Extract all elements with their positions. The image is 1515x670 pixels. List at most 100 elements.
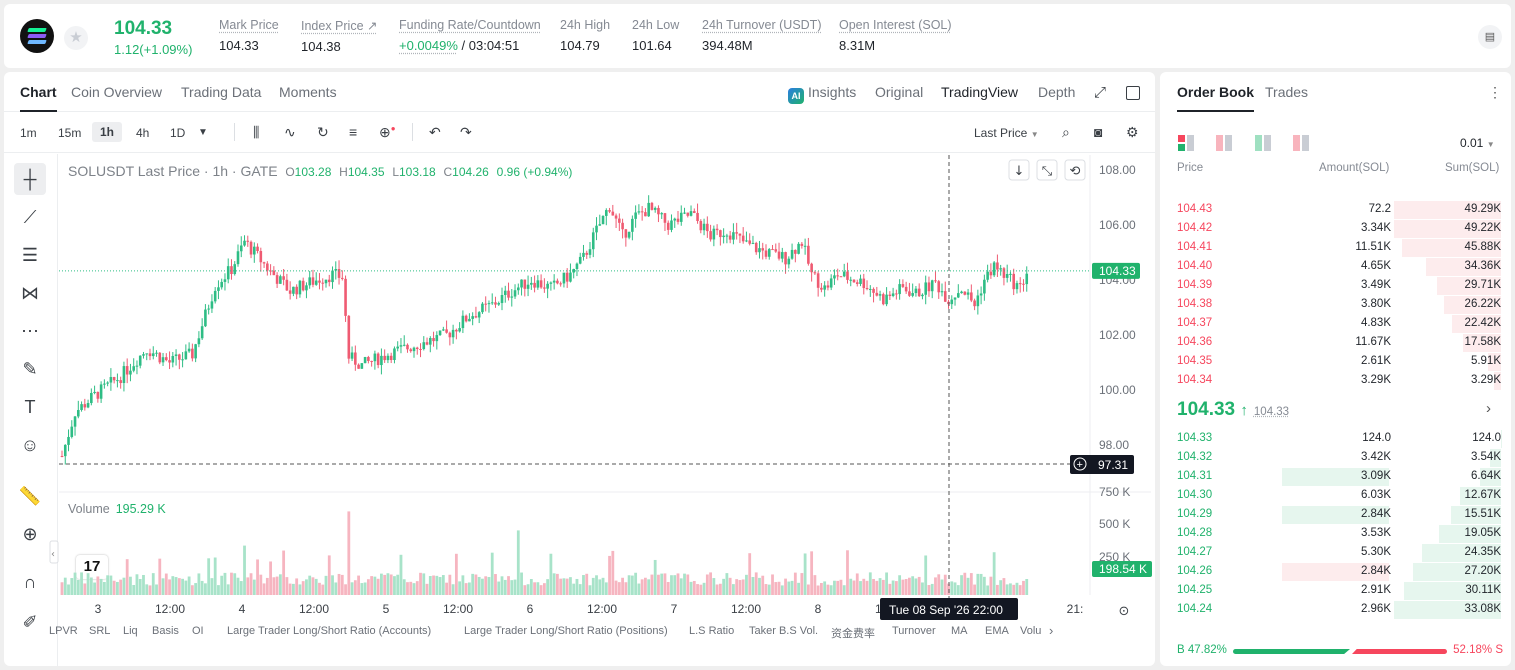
magnet-icon[interactable]: ∩ <box>23 572 37 592</box>
indicator-icon[interactable]: ∿ <box>284 124 296 140</box>
indicator-5[interactable]: Large Trader Long/Short Ratio (Accounts) <box>227 625 432 637</box>
tick-size-select[interactable]: 0.01 ▼ <box>1460 136 1495 150</box>
scroll-down-icon[interactable]: ↓ <box>1014 164 1025 179</box>
undo-icon[interactable]: ↶ <box>429 124 441 140</box>
volume-bar <box>243 545 246 595</box>
ask-row[interactable]: 104.43 72.2 49.29K <box>1160 200 1511 219</box>
depth-view-icon[interactable] <box>1293 135 1310 151</box>
zoom-in-icon[interactable]: ⊕ <box>22 524 38 544</box>
pencil-lock-icon[interactable]: ✐ <box>22 612 38 632</box>
ask-row[interactable]: 104.41 11.51K 45.88K <box>1160 238 1511 257</box>
indicator-0[interactable]: LPVR <box>49 625 78 637</box>
bid-row[interactable]: 104.26 2.84K 27.20K <box>1160 562 1511 581</box>
indicator-9[interactable]: 资金费率 <box>831 628 875 640</box>
bid-row[interactable]: 104.29 2.84K 15.51K <box>1160 505 1511 524</box>
indicator-1[interactable]: SRL <box>89 625 111 637</box>
collapse-toolbar-button[interactable] <box>49 540 59 564</box>
ask-row[interactable]: 104.39 3.49K 29.71K <box>1160 276 1511 295</box>
trendline-icon[interactable]: ⟋ <box>23 207 37 227</box>
indicator-3[interactable]: Basis <box>152 625 179 637</box>
gear-icon[interactable]: ⚙ <box>1126 124 1139 140</box>
volume-bar <box>135 574 139 595</box>
tf-1m[interactable]: 1m <box>20 126 37 140</box>
redo-icon[interactable]: ↷ <box>460 124 472 140</box>
tf-1d[interactable]: 1D <box>170 126 186 140</box>
emoji-icon[interactable]: ☺ <box>20 435 40 455</box>
indicator-11[interactable]: MA <box>951 625 968 637</box>
tab-coin-overview[interactable]: Coin Overview <box>71 84 163 100</box>
indicator-10[interactable]: Turnover <box>892 625 936 637</box>
price-source-select[interactable]: Last Price ▼ <box>974 126 1039 140</box>
ruler-icon[interactable]: 📏 <box>18 486 42 506</box>
indicator-12[interactable]: EMA <box>985 625 1009 637</box>
fib-icon[interactable]: ⋯ <box>21 321 39 341</box>
insights-button[interactable]: AI Insights <box>788 84 856 104</box>
refresh-icon[interactable]: ↻ <box>317 124 329 140</box>
reset-icon-button[interactable] <box>1064 159 1086 181</box>
collapse-icon-button[interactable] <box>1036 159 1058 181</box>
tab-trading-data[interactable]: Trading Data <box>181 84 262 100</box>
horizontal-lines-icon[interactable]: ☰ <box>21 245 39 265</box>
crosshair-icon[interactable]: ┼ <box>14 163 46 195</box>
ask-row[interactable]: 104.42 3.34K 49.22K <box>1160 219 1511 238</box>
favorite-star-icon[interactable]: ★ <box>64 26 88 50</box>
more-icon[interactable]: ⋮ <box>1488 84 1502 100</box>
text-icon[interactable]: T <box>24 397 36 417</box>
plus-circle-icon[interactable] <box>1073 457 1087 471</box>
bid-row[interactable]: 104.27 5.30K 24.35K <box>1160 543 1511 562</box>
collapse-icon[interactable]: ⤡ <box>1042 164 1053 179</box>
bid-row[interactable]: 104.28 3.53K 19.05K <box>1160 524 1511 543</box>
tab-order-book[interactable]: Order Book <box>1177 84 1255 112</box>
settings-icon[interactable]: ⊙ <box>1119 604 1130 619</box>
ask-row[interactable]: 104.34 3.29K 3.29K <box>1160 371 1511 390</box>
view-original[interactable]: Original <box>875 84 924 100</box>
view-tradingview[interactable]: TradingView <box>941 84 1019 100</box>
pattern-icon[interactable]: ⋈ <box>21 283 39 303</box>
ask-row[interactable]: 104.37 4.83K 22.42K <box>1160 314 1511 333</box>
tab-moments[interactable]: Moments <box>279 84 337 100</box>
indicator-7[interactable]: L.S Ratio <box>689 625 735 637</box>
ask-row[interactable]: 104.35 2.61K 5.91K <box>1160 352 1511 371</box>
chevron-right-icon[interactable]: › <box>1486 400 1491 417</box>
bid-row[interactable]: 104.30 6.03K 12.67K <box>1160 486 1511 505</box>
indicator-2[interactable]: Liq <box>123 625 138 637</box>
candle-type-icon[interactable]: ⫼ <box>253 124 260 140</box>
ask-row[interactable]: 104.36 11.67K 17.58K <box>1160 333 1511 352</box>
tab-chart[interactable]: Chart <box>20 84 57 112</box>
tf-4h[interactable]: 4h <box>136 126 150 140</box>
candle-body <box>631 218 634 232</box>
brush-icon[interactable]: ✎ <box>22 359 38 379</box>
tab-trades[interactable]: Trades <box>1265 84 1309 100</box>
template-icon[interactable]: ≡ <box>349 124 358 140</box>
bid-row[interactable]: 104.24 2.96K 33.08K <box>1160 600 1511 619</box>
notes-icon[interactable]: ▤ <box>1478 25 1502 49</box>
tf-1h[interactable]: 1h <box>92 122 123 142</box>
bid-row[interactable]: 104.31 3.09K 6.64K <box>1160 467 1511 486</box>
candle-body <box>914 288 918 294</box>
both-sides-icon[interactable] <box>1178 135 1194 151</box>
bid-row[interactable]: 104.32 3.42K 3.54K <box>1160 448 1511 467</box>
ask-row[interactable]: 104.38 3.80K 26.22K <box>1160 295 1511 314</box>
indicator-8[interactable]: Taker B.S Vol. <box>749 625 819 637</box>
chevron-down-icon[interactable]: ▼ <box>198 127 208 138</box>
tf-15m[interactable]: 15m <box>58 126 82 140</box>
indicator-6[interactable]: Large Trader Long/Short Ratio (Positions… <box>464 625 668 637</box>
asks-only-icon[interactable] <box>1216 135 1233 151</box>
bid-row[interactable]: 104.25 2.91K 30.11K <box>1160 581 1511 600</box>
indicator-13[interactable]: Volu <box>1020 625 1042 637</box>
bids-only-icon[interactable] <box>1254 135 1271 151</box>
fullscreen-icon[interactable] <box>1126 86 1140 100</box>
indicator-4[interactable]: OI <box>192 625 204 637</box>
chevron-left-icon[interactable]: ‹ <box>51 549 55 560</box>
bid-row[interactable]: 104.33 124.0 124.0 <box>1160 429 1511 448</box>
camera-icon[interactable]: ◙ <box>1094 124 1103 140</box>
view-depth[interactable]: Depth <box>1038 84 1076 100</box>
expand-icon[interactable]: ⤢ <box>1094 84 1107 101</box>
chevron-right-icon[interactable]: › <box>1049 623 1054 638</box>
ask-row[interactable]: 104.40 4.65K 34.36K <box>1160 257 1511 276</box>
reset-icon[interactable]: ⟲ <box>1070 164 1081 179</box>
scroll-down-icon-button[interactable] <box>1008 159 1030 181</box>
search-icon[interactable]: ⌕ <box>1062 124 1070 140</box>
add-alert-icon[interactable]: ⊕● <box>379 124 396 140</box>
